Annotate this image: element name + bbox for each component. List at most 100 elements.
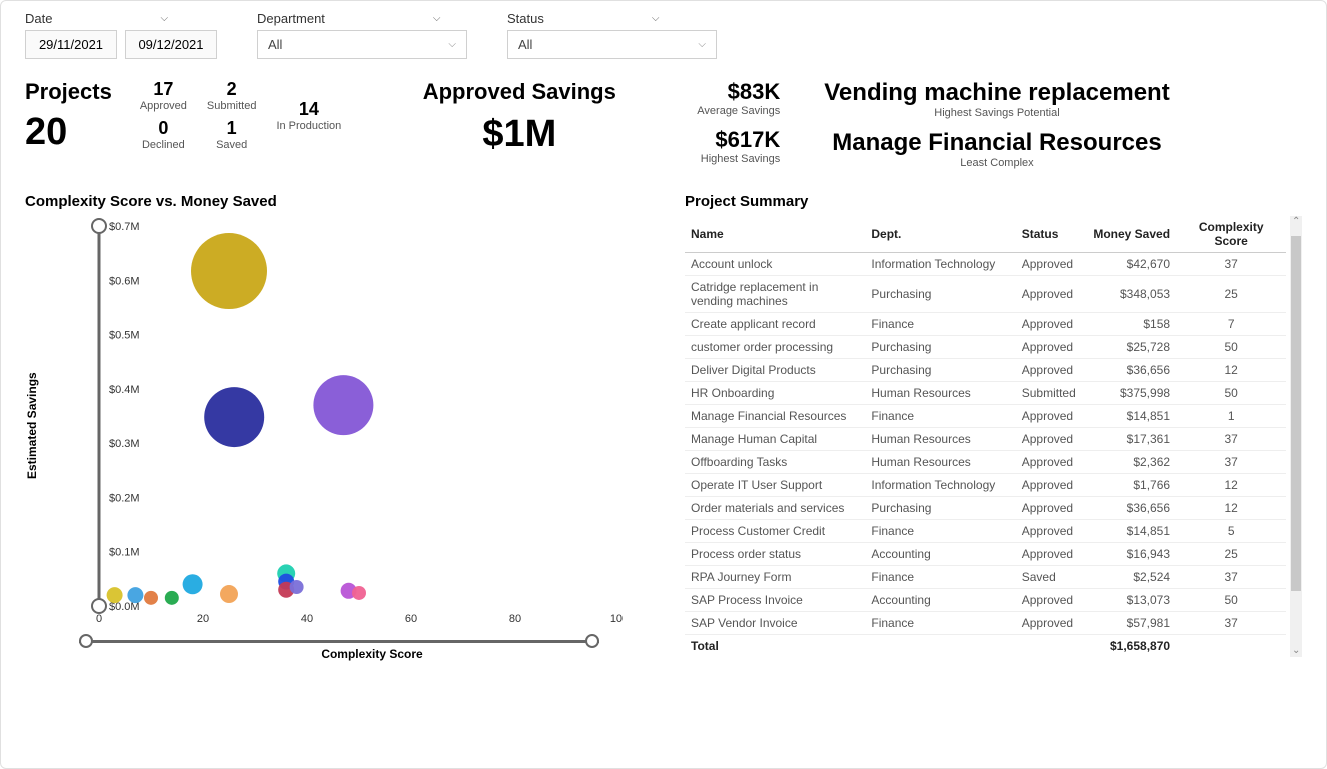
projects-count: 20 bbox=[25, 111, 112, 154]
table-row[interactable]: Manage Human CapitalHuman ResourcesAppro… bbox=[685, 428, 1286, 451]
status-select-value: All bbox=[518, 37, 532, 52]
table-header-money-saved[interactable]: Money Saved bbox=[1086, 216, 1176, 253]
scroll-up-icon[interactable]: ⌃ bbox=[1290, 216, 1302, 228]
svg-text:$0.4M: $0.4M bbox=[109, 384, 140, 396]
mini-approved-label: Approved bbox=[140, 100, 187, 112]
approved-savings-label: Approved Savings bbox=[389, 79, 649, 105]
svg-text:$0.5M: $0.5M bbox=[109, 330, 140, 342]
chart-title: Complexity Score vs. Money Saved bbox=[25, 193, 665, 210]
table-scrollbar[interactable]: ⌃ ⌄ bbox=[1290, 216, 1302, 657]
mini-inproduction-value: 14 bbox=[276, 99, 341, 120]
table-row[interactable]: Create applicant recordFinanceApproved$1… bbox=[685, 313, 1286, 336]
mini-submitted-value: 2 bbox=[207, 79, 257, 100]
svg-text:20: 20 bbox=[197, 613, 209, 625]
table-row[interactable]: Process order statusAccountingApproved$1… bbox=[685, 543, 1286, 566]
chart-y-axis-label: Estimated Savings bbox=[25, 216, 39, 636]
mini-saved-value: 1 bbox=[207, 118, 257, 139]
table-header-status[interactable]: Status bbox=[1016, 216, 1086, 253]
svg-text:$0.2M: $0.2M bbox=[109, 492, 140, 504]
chevron-down-icon[interactable]: ⌵ bbox=[433, 13, 441, 24]
kpi-row: Projects 20 17Approved 2Submitted 14In P… bbox=[25, 79, 1302, 179]
project-summary-panel: Project Summary NameDept.StatusMoney Sav… bbox=[685, 193, 1302, 661]
mini-inproduction-label: In Production bbox=[276, 120, 341, 132]
table-row[interactable]: SAP Process InvoiceAccountingApproved$13… bbox=[685, 589, 1286, 612]
svg-text:60: 60 bbox=[405, 613, 417, 625]
callout-least-complex-sub: Least Complex bbox=[824, 157, 1169, 169]
filter-bar: Date ⌵ 29/11/2021 09/12/2021 Department … bbox=[25, 11, 1302, 59]
table-header-complexity-score[interactable]: Complexity Score bbox=[1176, 216, 1286, 253]
department-filter: Department ⌵ All ⌵ bbox=[257, 11, 467, 59]
scroll-down-icon[interactable]: ⌄ bbox=[1290, 645, 1302, 657]
date-filter: Date ⌵ 29/11/2021 09/12/2021 bbox=[25, 11, 217, 59]
status-select[interactable]: All ⌵ bbox=[507, 30, 717, 59]
mini-submitted-label: Submitted bbox=[207, 100, 257, 112]
projects-card: Projects 20 bbox=[25, 79, 112, 154]
callout-highest-potential: Vending machine replacement bbox=[824, 79, 1169, 107]
status-filter-label: Status bbox=[507, 11, 544, 26]
status-filter: Status ⌵ All ⌵ bbox=[507, 11, 717, 59]
slider-handle-max[interactable] bbox=[585, 634, 599, 648]
table-row[interactable]: Catridge replacement in vending machines… bbox=[685, 276, 1286, 313]
table-total-row: Total$1,658,870 bbox=[685, 635, 1286, 658]
svg-text:0: 0 bbox=[96, 613, 102, 625]
mini-approved: 17Approved bbox=[140, 79, 187, 112]
svg-text:$0.3M: $0.3M bbox=[109, 438, 140, 450]
svg-text:100: 100 bbox=[610, 613, 623, 625]
project-summary-table[interactable]: NameDept.StatusMoney SavedComplexity Sco… bbox=[685, 216, 1286, 657]
mini-saved: 1Saved bbox=[207, 118, 257, 151]
mini-approved-value: 17 bbox=[140, 79, 187, 100]
avg-savings-label: Average Savings bbox=[697, 105, 780, 117]
table-header-name[interactable]: Name bbox=[685, 216, 865, 253]
department-filter-label: Department bbox=[257, 11, 325, 26]
table-row[interactable]: RPA Journey FormFinanceSaved$2,52437 bbox=[685, 566, 1286, 589]
slider-handle-min[interactable] bbox=[79, 634, 93, 648]
table-header-dept-[interactable]: Dept. bbox=[865, 216, 1015, 253]
x-range-slider[interactable] bbox=[79, 640, 599, 643]
chevron-down-icon[interactable]: ⌵ bbox=[160, 13, 168, 24]
table-row[interactable]: Operate IT User SupportInformation Techn… bbox=[685, 474, 1286, 497]
callout-highest-potential-sub: Highest Savings Potential bbox=[824, 107, 1169, 119]
approved-savings-card: Approved Savings $1M bbox=[389, 79, 649, 156]
callout-least-complex: Manage Financial Resources bbox=[824, 129, 1169, 157]
chevron-down-icon: ⌵ bbox=[698, 39, 706, 50]
mini-saved-label: Saved bbox=[207, 139, 257, 151]
svg-text:40: 40 bbox=[301, 613, 313, 625]
table-row[interactable]: Order materials and servicesPurchasingAp… bbox=[685, 497, 1286, 520]
projects-label: Projects bbox=[25, 79, 112, 105]
date-end-input[interactable]: 09/12/2021 bbox=[125, 30, 217, 59]
table-row[interactable]: Manage Financial ResourcesFinanceApprove… bbox=[685, 405, 1286, 428]
chart-x-axis-label: Complexity Score bbox=[79, 647, 665, 661]
svg-text:$0.1M: $0.1M bbox=[109, 547, 140, 559]
callouts: Vending machine replacement Highest Savi… bbox=[824, 79, 1169, 179]
avg-highest-card: $83K Average Savings $617K Highest Savin… bbox=[697, 79, 780, 165]
highest-savings-value: $617K bbox=[697, 127, 780, 153]
mini-stats: 17Approved 2Submitted 14In Production 0D… bbox=[140, 79, 341, 151]
chevron-down-icon: ⌵ bbox=[448, 39, 456, 50]
table-row[interactable]: customer order processingPurchasingAppro… bbox=[685, 336, 1286, 359]
mini-inproduction: 14In Production bbox=[276, 79, 341, 151]
svg-text:$0.7M: $0.7M bbox=[109, 221, 140, 233]
avg-savings-value: $83K bbox=[697, 79, 780, 105]
bubble-chart[interactable]: $0.0M$0.1M$0.2M$0.3M$0.4M$0.5M$0.6M$0.7M… bbox=[43, 216, 623, 636]
mini-declined: 0Declined bbox=[140, 118, 187, 151]
mini-submitted: 2Submitted bbox=[207, 79, 257, 112]
table-title: Project Summary bbox=[685, 193, 1302, 210]
department-select-value: All bbox=[268, 37, 282, 52]
approved-savings-value: $1M bbox=[389, 113, 649, 156]
svg-text:80: 80 bbox=[509, 613, 521, 625]
department-select[interactable]: All ⌵ bbox=[257, 30, 467, 59]
table-row[interactable]: Offboarding TasksHuman ResourcesApproved… bbox=[685, 451, 1286, 474]
table-row[interactable]: Process Customer CreditFinanceApproved$1… bbox=[685, 520, 1286, 543]
highest-savings-label: Highest Savings bbox=[697, 153, 780, 165]
scroll-thumb[interactable] bbox=[1291, 236, 1301, 590]
chevron-down-icon[interactable]: ⌵ bbox=[652, 13, 660, 24]
table-row[interactable]: SAP Vendor InvoiceFinanceApproved$57,981… bbox=[685, 612, 1286, 635]
mini-declined-label: Declined bbox=[140, 139, 187, 151]
date-start-input[interactable]: 29/11/2021 bbox=[25, 30, 117, 59]
date-filter-label: Date bbox=[25, 11, 52, 26]
bubble-chart-panel: Complexity Score vs. Money Saved Estimat… bbox=[25, 193, 665, 661]
table-row[interactable]: Deliver Digital ProductsPurchasingApprov… bbox=[685, 359, 1286, 382]
table-row[interactable]: HR OnboardingHuman ResourcesSubmitted$37… bbox=[685, 382, 1286, 405]
mini-declined-value: 0 bbox=[140, 118, 187, 139]
table-row[interactable]: Account unlockInformation TechnologyAppr… bbox=[685, 253, 1286, 276]
